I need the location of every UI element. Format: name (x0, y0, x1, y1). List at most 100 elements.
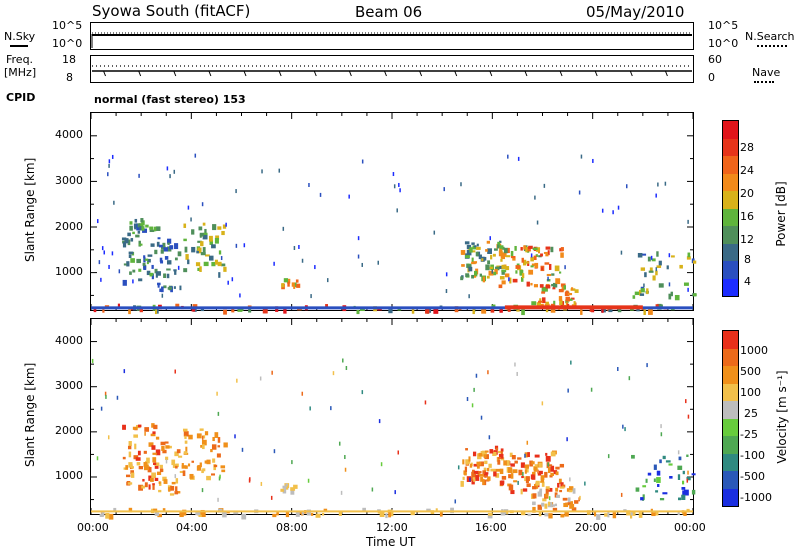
echo-cell (102, 309, 105, 313)
beam-title: Beam 06 (355, 3, 423, 21)
echo-cell (136, 227, 142, 231)
echo-cell (196, 433, 202, 439)
echo-cell (197, 240, 202, 243)
echo-cell (563, 502, 569, 508)
echo-cell (532, 247, 538, 251)
echo-cell (148, 442, 154, 447)
echo-cell (642, 485, 647, 488)
echo-cell (128, 254, 132, 258)
echo-cell (217, 437, 221, 443)
echo-cell (197, 267, 200, 271)
echo-cell (476, 461, 482, 466)
freq-dip (278, 70, 282, 77)
echo-cell (137, 230, 141, 234)
colorbar-segment (723, 383, 738, 401)
echo-cell (520, 276, 524, 282)
echo-cell (544, 513, 549, 517)
power-cbar-tick-8: 8 (744, 253, 751, 266)
echo-cell (133, 455, 139, 460)
echo-cell (515, 265, 521, 269)
echo-cell (525, 246, 528, 253)
echo-cell (287, 281, 290, 287)
echo-cell (107, 435, 110, 440)
echo-cell (562, 497, 568, 501)
echo-cell (397, 450, 400, 455)
echo-cell (464, 466, 468, 473)
echo-cell (498, 253, 502, 257)
echo-cell (152, 457, 157, 463)
freq-dip (103, 70, 107, 77)
echo-cell (156, 241, 160, 247)
echo-cell (283, 307, 287, 314)
echo-cell (107, 172, 109, 177)
echo-cell (188, 434, 193, 440)
echo-cell (522, 488, 528, 492)
echo-cell (630, 511, 633, 516)
echo-cell (545, 488, 549, 495)
echo-cell (393, 184, 396, 189)
echo-cell (473, 275, 477, 278)
colorbar-segment (723, 453, 738, 471)
nsky-tick-bottom: 10^0 (52, 37, 83, 50)
xtick-0: 00:00 (77, 521, 109, 534)
echo-cell (476, 246, 481, 250)
velocity-cbar-tick-m100: -100 (740, 449, 765, 462)
echo-cell (655, 490, 659, 493)
echo-cell (310, 512, 314, 516)
echo-cell (158, 481, 161, 484)
echo-cell (168, 487, 171, 492)
echo-cell (639, 293, 645, 296)
echo-cell (525, 467, 529, 473)
echo-cell (273, 449, 276, 454)
echo-cell (515, 270, 518, 274)
echo-cell (216, 453, 221, 458)
echo-cell (528, 269, 534, 275)
echo-cell (683, 282, 689, 286)
echo-cell (517, 156, 520, 161)
echo-cell (361, 159, 364, 164)
velocity-cbar-tick-500: 500 (740, 365, 761, 378)
echo-cell (569, 477, 571, 482)
xtick-20: 20:00 (575, 521, 607, 534)
echo-cell (471, 261, 476, 265)
echo-cell (128, 451, 132, 458)
echo-cell (505, 266, 510, 271)
echo-cell (559, 299, 563, 306)
echo-cell (578, 190, 581, 195)
echo-cell (574, 500, 579, 504)
echo-cell (481, 308, 487, 314)
echo-cell (154, 308, 158, 315)
echo-cell (293, 282, 297, 288)
freq-dip (524, 70, 528, 77)
echo-cell (187, 259, 190, 265)
power-cbar-tick-20: 20 (740, 187, 754, 200)
echo-cell (326, 278, 329, 283)
echo-cell (641, 253, 647, 256)
echo-cell (175, 303, 180, 308)
freq-tick-bottom: 8 (66, 71, 73, 84)
echo-cell (175, 478, 179, 484)
echo-cell (177, 265, 180, 270)
echo-cell (493, 248, 498, 251)
echo-cell (158, 489, 162, 493)
echo-cell (166, 166, 169, 171)
echo-cell (487, 260, 491, 265)
echo-cell (411, 307, 415, 314)
echo-cell (167, 287, 173, 290)
colorbar-segment (723, 173, 738, 191)
echo-cell (200, 444, 204, 448)
echo-cell (210, 449, 213, 453)
echo-cell (330, 406, 332, 411)
echo-cell (532, 501, 536, 506)
echo-cell (545, 493, 549, 498)
echo-cell (151, 445, 156, 450)
echo-cell (540, 477, 545, 483)
echo-cell (140, 218, 144, 223)
echo-cell (499, 276, 505, 280)
echo-cell (111, 154, 114, 159)
echo-cell (535, 254, 538, 257)
echo-cell (555, 471, 559, 476)
echo-cell (679, 264, 683, 269)
echo-cell (262, 308, 268, 314)
echo-cell (307, 478, 310, 483)
